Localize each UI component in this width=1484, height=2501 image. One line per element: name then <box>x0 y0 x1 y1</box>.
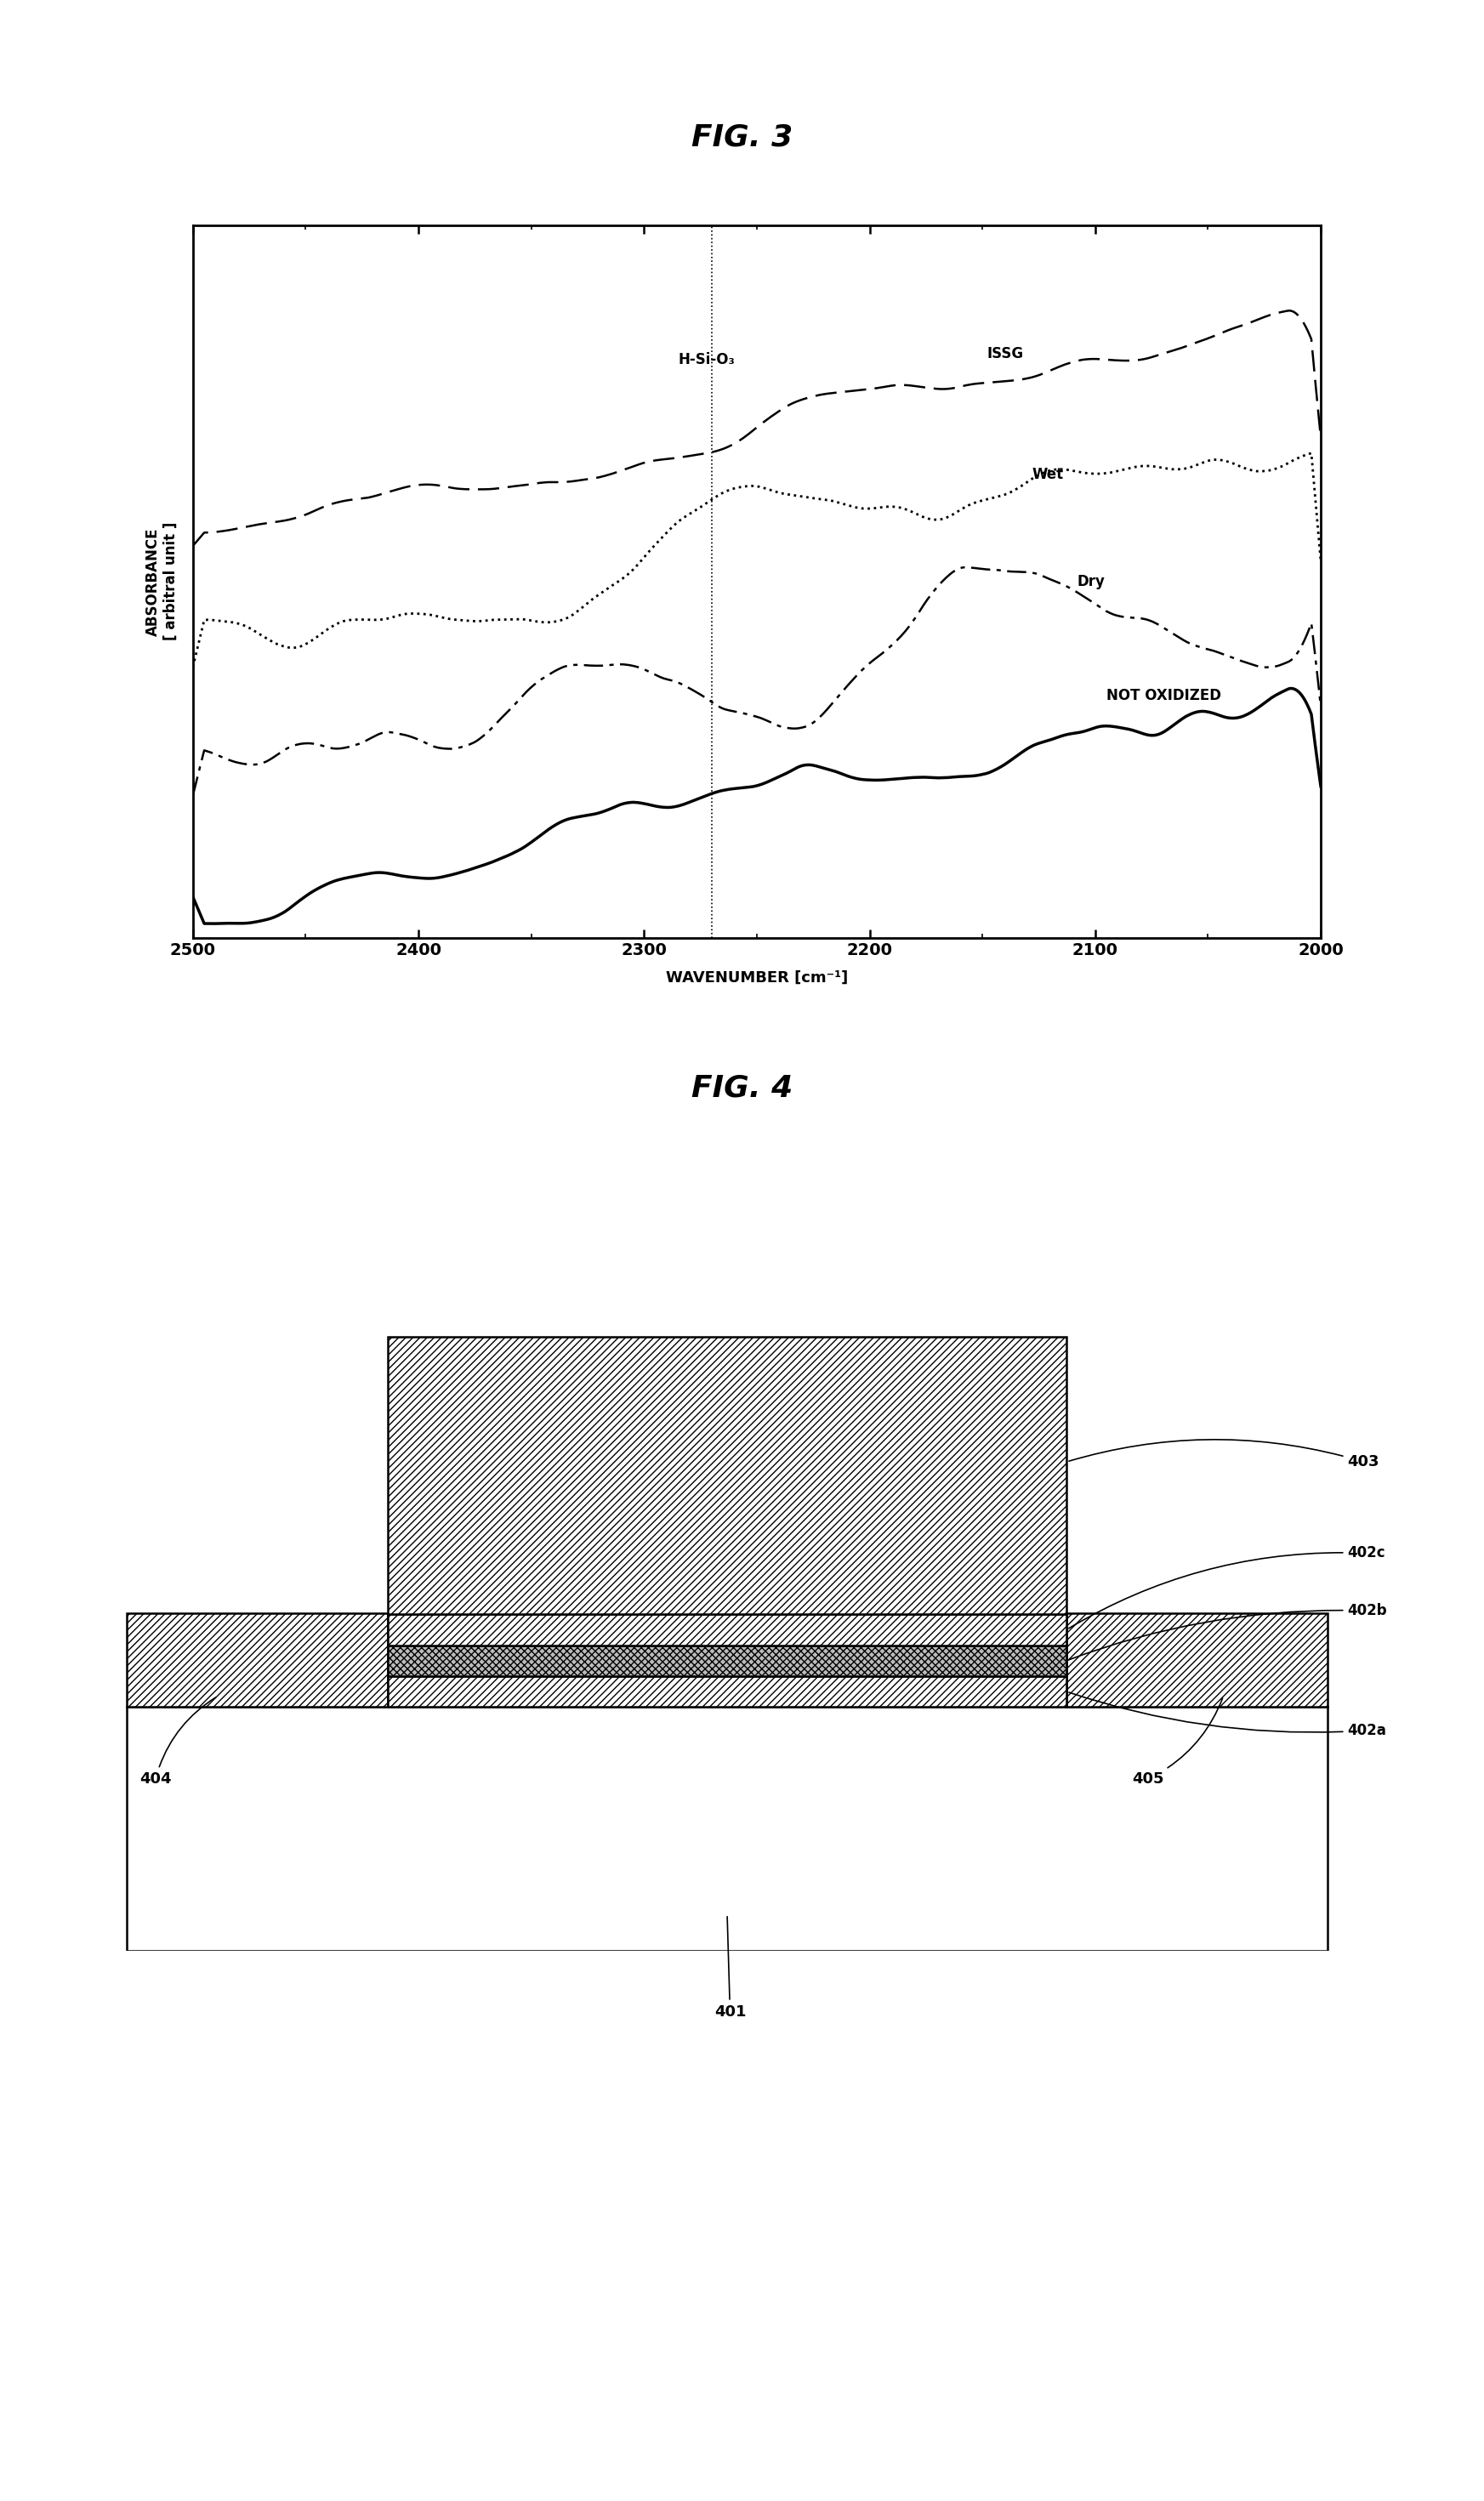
Text: Dry: Dry <box>1077 573 1106 590</box>
Text: 402c: 402c <box>1068 1546 1386 1628</box>
Text: Wet: Wet <box>1031 468 1064 483</box>
Text: H-Si-O₃: H-Si-O₃ <box>678 353 735 368</box>
Bar <box>387 1338 1067 1613</box>
Y-axis label: ABSORBANCE
[ arbitral unit ]: ABSORBANCE [ arbitral unit ] <box>145 523 178 640</box>
Text: 402a: 402a <box>1068 1693 1386 1738</box>
Bar <box>126 1613 387 1708</box>
Text: 403: 403 <box>1068 1441 1379 1471</box>
Bar <box>1067 1613 1328 1708</box>
Text: 402b: 402b <box>1068 1603 1388 1661</box>
Bar <box>126 1708 1328 1951</box>
Text: FIG. 4: FIG. 4 <box>692 1073 792 1103</box>
X-axis label: WAVENUMBER [cm⁻¹]: WAVENUMBER [cm⁻¹] <box>666 970 847 985</box>
Text: NOT OXIDIZED: NOT OXIDIZED <box>1107 688 1221 703</box>
Text: 401: 401 <box>714 1916 746 2018</box>
Bar <box>387 1613 1067 1646</box>
Text: 405: 405 <box>1132 1698 1223 1786</box>
Bar <box>387 1646 1067 1676</box>
Text: 404: 404 <box>139 1698 215 1786</box>
Bar <box>387 1676 1067 1708</box>
Text: FIG. 3: FIG. 3 <box>692 123 792 153</box>
Text: ISSG: ISSG <box>987 345 1024 360</box>
